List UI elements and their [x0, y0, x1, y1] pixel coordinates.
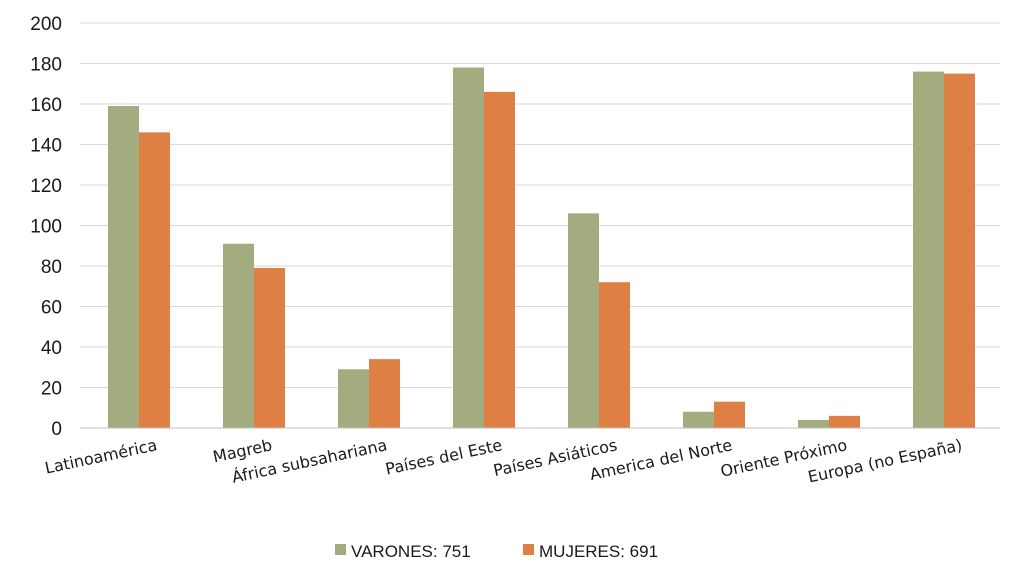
bars [108, 67, 975, 429]
legend-label-mujeres: MUJERES: 691 [539, 542, 658, 561]
y-tick-label: 140 [30, 136, 62, 157]
y-tick-label: 120 [30, 176, 62, 197]
bar-mujeres [944, 73, 975, 428]
bar-mujeres [484, 91, 515, 428]
y-tick-label: 40 [41, 338, 62, 359]
y-tick-label: 200 [30, 14, 62, 35]
legend-label-varones: VARONES: 751 [351, 542, 471, 561]
bar-mujeres [599, 282, 630, 428]
bar-varones [683, 411, 714, 428]
bar-varones [798, 419, 829, 428]
bar-varones [338, 369, 369, 428]
x-tick-label: Latinoamérica [43, 435, 159, 477]
legend-swatch-varones [335, 544, 346, 555]
y-tick-label: 20 [41, 379, 62, 400]
bar-varones [453, 67, 484, 429]
bar-mujeres [714, 401, 745, 428]
bar-mujeres [139, 132, 170, 428]
y-tick-label: 60 [41, 298, 62, 319]
bar-varones [913, 71, 944, 428]
y-tick-label: 80 [41, 257, 62, 278]
legend-swatch-mujeres [523, 544, 534, 555]
y-tick-label: 0 [51, 419, 62, 440]
gridlines [80, 22, 1000, 388]
legend: VARONES: 751 MUJERES: 691 [335, 542, 658, 561]
bar-mujeres [369, 359, 400, 428]
y-tick-label: 100 [30, 217, 62, 238]
x-tick-label: Países del Este [384, 435, 504, 478]
bar-mujeres [829, 415, 860, 428]
y-tick-label: 160 [30, 95, 62, 116]
bar-mujeres [254, 268, 285, 428]
bar-varones [108, 106, 139, 429]
bar-varones [223, 243, 254, 428]
y-axis-ticks: 0 20 40 60 80 100 120 140 160 180 200 [30, 14, 62, 440]
bar-varones [568, 213, 599, 428]
y-tick-label: 180 [30, 55, 62, 76]
